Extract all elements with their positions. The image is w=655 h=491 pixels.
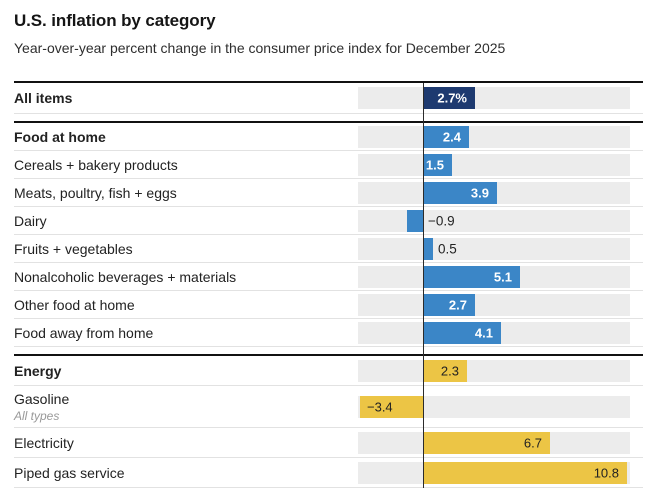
category-cell: Food at home — [14, 129, 106, 145]
category-label: Nonalcoholic beverages + materials — [14, 268, 237, 285]
section-1: Food at home 2.4 Cereals + bakery products… — [14, 121, 643, 347]
category-label: Meats, poultry, fish + eggs — [14, 184, 177, 201]
bar-value-label: 3.9 — [470, 185, 489, 200]
bar-value-label: 0.5 — [438, 241, 457, 256]
chart-subtitle: Year-over-year percent change in the con… — [14, 40, 506, 56]
category-cell: Nonalcoholic beverages + materials — [14, 269, 236, 285]
category-cell: Electricity — [14, 435, 74, 451]
category-label: Dairy — [14, 212, 47, 229]
value-bar: −3.4 — [360, 395, 424, 418]
row-dairy: Dairy −0.9 — [14, 207, 643, 235]
category-label: Food away from home — [14, 324, 154, 341]
category-cell: Meats, poultry, fish + eggs — [14, 185, 177, 201]
bar-value-label: 2.7% — [437, 90, 467, 106]
bar-track: −3.4 — [358, 395, 630, 418]
category-cell: Energy — [14, 363, 61, 379]
bar-value-label: 2.7 — [448, 297, 467, 312]
row-other-food-at-home: Other food at home 2.7 — [14, 291, 643, 319]
category-sublabel: All types — [14, 408, 60, 423]
category-label: Other food at home — [14, 296, 135, 313]
bar-value-label: 6.7 — [523, 435, 542, 450]
bar-track: 2.4 — [358, 125, 630, 148]
value-bar — [407, 209, 424, 232]
row-energy: Energy 2.3 — [14, 356, 643, 386]
value-bar: 5.1 — [424, 265, 520, 288]
value-bar: 2.7 — [424, 293, 475, 316]
bar-value-label: 5.1 — [493, 269, 512, 284]
value-bar: 1.5 — [424, 153, 452, 176]
category-cell: Dairy — [14, 213, 47, 229]
bar-value-label: −0.9 — [428, 213, 455, 228]
row-cereals-bakery-products: Cereals + bakery products 1.5 — [14, 151, 643, 179]
category-label: Electricity — [14, 434, 74, 451]
category-label: Cereals + bakery products — [14, 156, 178, 173]
section-gap — [14, 114, 643, 121]
category-cell: Food away from home — [14, 325, 153, 341]
value-bar — [424, 237, 433, 260]
row-gasoline: Gasoline All types −3.4 — [14, 386, 643, 428]
row-food-away-from-home: Food away from home 4.1 — [14, 319, 643, 347]
row-meats-poultry-fish-eggs: Meats, poultry, fish + eggs 3.9 — [14, 179, 643, 207]
row-nonalcoholic-beverages-materials: Nonalcoholic beverages + materials 5.1 — [14, 263, 643, 291]
bar-track: 2.7% — [358, 87, 630, 109]
category-label: All items — [14, 90, 73, 106]
category-cell: All items — [14, 90, 72, 106]
category-cell: Gasoline All types — [14, 391, 69, 423]
bar-value-label: 2.4 — [442, 129, 461, 144]
bar-value-label: 4.1 — [474, 325, 493, 340]
bar-track: 5.1 — [358, 265, 630, 288]
value-bar: 4.1 — [424, 321, 501, 344]
bar-value-label: 2.3 — [440, 363, 459, 378]
bar-track: 2.7 — [358, 293, 630, 316]
row-piped-gas-service: Piped gas service 10.8 — [14, 458, 643, 488]
bar-track: 2.3 — [358, 359, 630, 382]
row-electricity: Electricity 6.7 — [14, 428, 643, 458]
value-bar: 10.8 — [424, 461, 627, 484]
row-food-at-home: Food at home 2.4 — [14, 123, 643, 151]
chart-header: U.S. inflation by category Year-over-yea… — [0, 0, 655, 56]
bar-value-label: −3.4 — [367, 399, 393, 414]
category-label: Piped gas service — [14, 464, 125, 481]
value-bar: 2.7% — [424, 87, 475, 109]
bar-value-label: 1.5 — [425, 157, 444, 172]
category-label: Food at home — [14, 128, 106, 145]
zero-baseline — [423, 83, 424, 488]
category-cell: Other food at home — [14, 297, 135, 313]
bar-track: 1.5 — [358, 153, 630, 176]
category-cell: Fruits + vegetables — [14, 241, 133, 257]
bar-track: 4.1 — [358, 321, 630, 344]
value-bar: 6.7 — [424, 431, 550, 454]
section-2: Energy 2.3 Gasoline All types −3.4 Electricit… — [14, 354, 643, 488]
category-cell: Piped gas service — [14, 465, 125, 481]
bar-track: −0.9 — [358, 209, 630, 232]
bar-value-label: 10.8 — [593, 465, 619, 480]
category-label: Energy — [14, 362, 62, 379]
bar-track: 0.5 — [358, 237, 630, 260]
value-bar: 3.9 — [424, 181, 497, 204]
section-gap — [14, 347, 643, 354]
section-0: All items 2.7% — [14, 83, 643, 114]
bar-track: 10.8 — [358, 461, 630, 484]
category-label: Gasoline — [14, 390, 70, 407]
value-bar: 2.3 — [424, 359, 467, 382]
bar-track: 3.9 — [358, 181, 630, 204]
value-bar: 2.4 — [424, 125, 469, 148]
chart-table: All items 2.7% Food at home 2.4 Cereals + ba… — [14, 81, 643, 488]
chart-title: U.S. inflation by category — [14, 11, 216, 30]
category-label: Fruits + vegetables — [14, 240, 133, 257]
row-all-items: All items 2.7% — [14, 83, 643, 114]
row-fruits-vegetables: Fruits + vegetables 0.5 — [14, 235, 643, 263]
bar-track: 6.7 — [358, 431, 630, 454]
category-cell: Cereals + bakery products — [14, 157, 178, 173]
